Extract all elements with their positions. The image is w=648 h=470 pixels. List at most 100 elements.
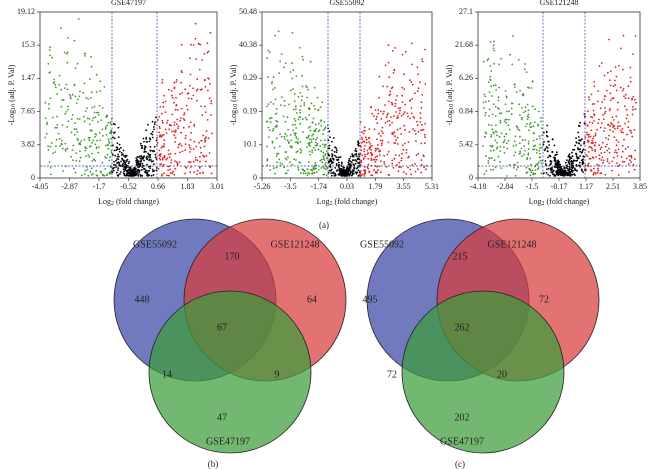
point	[44, 117, 47, 120]
panel-title: GSE47197	[111, 0, 146, 7]
point	[611, 97, 614, 100]
point	[49, 46, 51, 49]
point	[117, 136, 120, 139]
point	[484, 131, 487, 134]
point	[171, 172, 174, 175]
point	[320, 150, 323, 153]
point	[617, 125, 619, 128]
point	[577, 136, 580, 138]
point	[380, 130, 383, 133]
point	[534, 108, 537, 110]
point	[115, 171, 118, 174]
point	[325, 157, 328, 160]
point	[105, 114, 108, 117]
point	[515, 91, 518, 93]
point	[113, 137, 116, 140]
panel-title: GSE55092	[329, 0, 364, 7]
point	[624, 97, 627, 99]
point	[350, 171, 352, 174]
point	[111, 171, 114, 174]
point	[493, 62, 495, 65]
point	[563, 167, 566, 170]
point	[49, 173, 52, 176]
point	[547, 140, 549, 143]
point	[531, 80, 534, 82]
point	[204, 78, 206, 81]
point	[144, 146, 147, 148]
point	[513, 83, 516, 86]
point	[137, 166, 139, 168]
point	[333, 150, 336, 153]
point	[567, 160, 570, 163]
point	[109, 156, 111, 159]
point	[88, 118, 91, 120]
point	[88, 156, 91, 158]
point	[128, 171, 131, 174]
point	[388, 100, 390, 103]
point	[380, 144, 383, 147]
point	[314, 144, 317, 147]
point	[306, 136, 308, 139]
point	[269, 129, 271, 132]
point	[349, 163, 352, 166]
point	[304, 116, 307, 119]
point	[279, 104, 282, 106]
point	[605, 89, 608, 92]
point	[565, 167, 567, 169]
point	[123, 155, 125, 157]
point	[196, 169, 199, 172]
point	[189, 73, 192, 76]
point	[576, 157, 579, 160]
point	[167, 169, 170, 172]
point	[398, 154, 401, 157]
point	[324, 154, 327, 157]
point	[608, 134, 610, 137]
point	[374, 147, 377, 150]
point	[488, 157, 490, 159]
point	[518, 142, 521, 145]
point	[526, 103, 529, 106]
point	[367, 152, 370, 154]
point	[169, 172, 172, 174]
point	[500, 132, 503, 135]
point	[309, 125, 312, 128]
point	[71, 159, 74, 162]
point	[577, 142, 580, 145]
point	[307, 142, 310, 145]
point	[67, 120, 70, 123]
point	[164, 100, 167, 103]
point	[91, 119, 94, 122]
point	[284, 172, 287, 175]
point	[603, 130, 605, 133]
region-count: 64	[307, 294, 317, 305]
point	[115, 149, 118, 152]
point	[579, 150, 582, 153]
point	[508, 128, 511, 131]
point	[554, 160, 556, 163]
point	[311, 134, 313, 137]
x-tick-label: -4.18	[470, 182, 487, 191]
point	[190, 166, 192, 168]
point	[88, 139, 91, 142]
x-tick-label: -2.84	[497, 182, 514, 191]
point	[71, 149, 74, 152]
point	[581, 151, 583, 154]
point	[78, 142, 80, 145]
point	[337, 173, 340, 176]
point	[58, 138, 61, 140]
point	[104, 168, 107, 170]
point	[199, 172, 201, 175]
point	[588, 146, 590, 148]
point	[90, 167, 93, 170]
point	[363, 150, 366, 153]
point	[597, 167, 599, 170]
point	[157, 119, 159, 121]
point	[51, 116, 54, 119]
point	[79, 143, 82, 146]
point	[113, 160, 115, 163]
point	[128, 174, 131, 177]
point	[160, 112, 163, 115]
point	[579, 121, 581, 124]
point	[548, 144, 551, 146]
point	[122, 149, 125, 152]
